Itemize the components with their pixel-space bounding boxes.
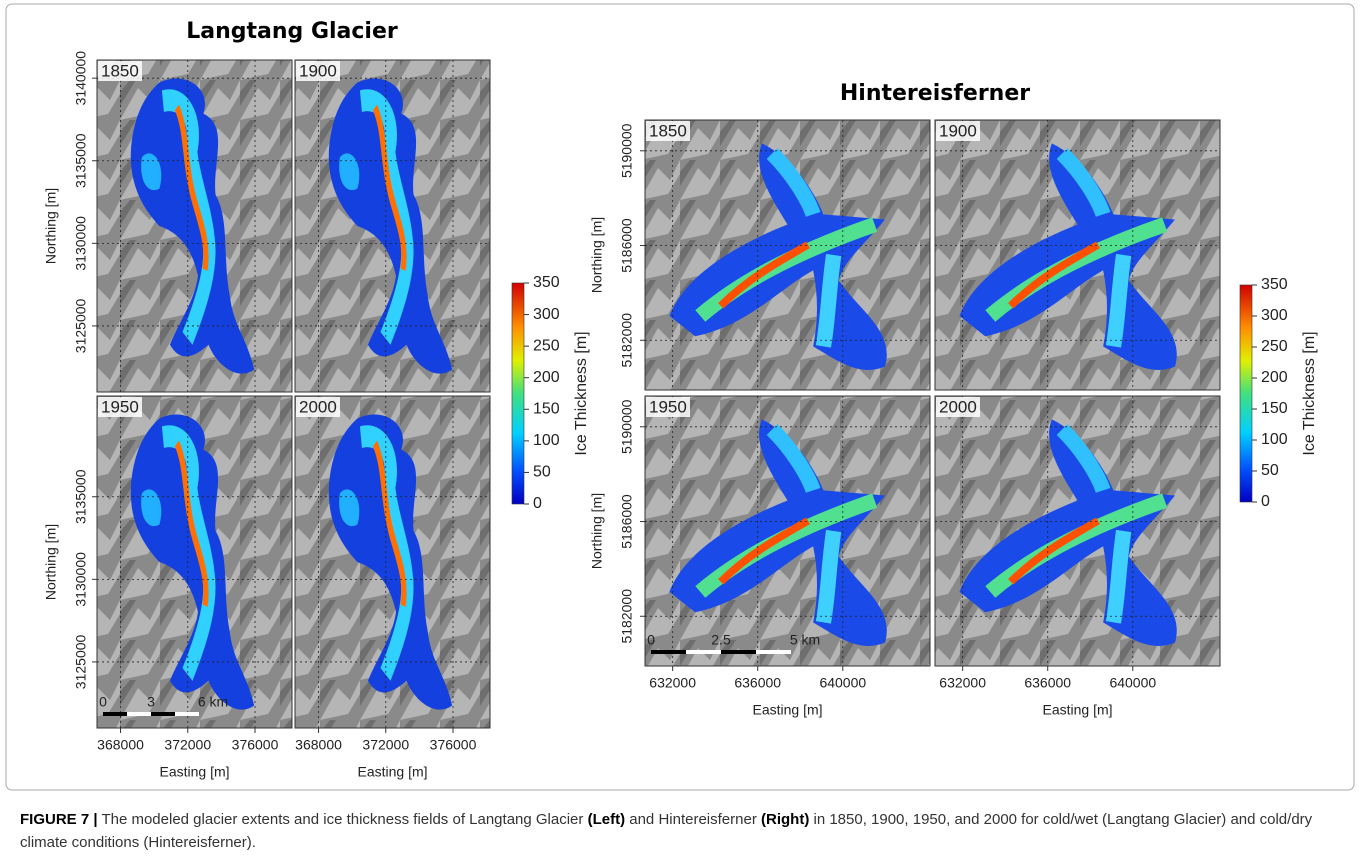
y-axis-label: Northing [m] (43, 188, 59, 264)
colorbar-label: Ice Thickness [m] (1301, 331, 1318, 455)
y-tick-label: 3125000 (73, 298, 89, 353)
x-tick-label: 376000 (232, 737, 279, 753)
scale-bar-segment (175, 712, 199, 716)
caption: FIGURE 7 | The modeled glacier extents a… (20, 808, 1340, 854)
scale-bar-label: 5 km (790, 632, 820, 648)
x-axis-label: Easting [m] (159, 764, 229, 780)
panel-year: 1900 (299, 61, 337, 80)
x-tick-label: 632000 (939, 675, 986, 691)
x-tick-label: 632000 (649, 675, 696, 691)
colorbar-tick-label: 50 (1261, 462, 1279, 479)
left-title: Langtang Glacier (186, 19, 398, 44)
panel-year: 1900 (939, 121, 977, 140)
colorbar-tick-label: 350 (1261, 276, 1288, 293)
y-tick-label: 5182000 (619, 589, 635, 644)
x-axis-label: Easting [m] (1042, 702, 1112, 718)
colorbar (512, 283, 524, 504)
x-tick-label: 640000 (1109, 675, 1156, 691)
colorbar-tick-label: 200 (533, 369, 560, 386)
y-tick-label: 3135000 (73, 133, 89, 188)
colorbar-tick-label: 300 (1261, 307, 1288, 324)
scale-bar-label: 3 (147, 694, 155, 710)
panel-year: 2000 (299, 397, 337, 416)
figure: Langtang Glacier Hintereisferner 3140000… (0, 0, 1360, 866)
y-axis-label: Northing [m] (589, 217, 605, 293)
x-tick-label: 636000 (1024, 675, 1071, 691)
y-tick-label: 5182000 (619, 313, 635, 368)
y-tick-label: 3130000 (73, 216, 89, 271)
colorbar-tick-label: 150 (533, 401, 560, 418)
scale-bar-label: 2.5 (711, 632, 731, 648)
colorbar-tick-label: 300 (533, 306, 560, 323)
y-axis-label: Northing [m] (43, 524, 59, 600)
x-tick-label: 640000 (819, 675, 866, 691)
caption-text: The modeled glacier extents and ice thic… (101, 811, 583, 828)
colorbar-tick-label: 350 (533, 274, 560, 291)
colorbar-tick-label: 250 (1261, 338, 1288, 355)
y-tick-label: 5186000 (619, 218, 635, 273)
scale-bar-label: 0 (647, 632, 655, 648)
y-tick-label: 3130000 (73, 552, 89, 607)
colorbar-tick-label: 100 (1261, 431, 1288, 448)
colorbar-tick-label: 0 (533, 495, 542, 512)
scale-bar-label: 6 km (198, 694, 228, 710)
y-tick-label: 5190000 (619, 399, 635, 454)
x-tick-label: 372000 (164, 737, 211, 753)
colorbar-tick-label: 50 (533, 464, 551, 481)
colorbar (1240, 285, 1252, 502)
panel-year: 1950 (649, 397, 687, 416)
scale-bar-label: 0 (99, 694, 107, 710)
caption-text: and Hintereisferner (629, 811, 757, 828)
x-tick-label: 376000 (430, 737, 477, 753)
colorbar-tick-label: 200 (1261, 369, 1288, 386)
panel-year: 2000 (939, 397, 977, 416)
caption-text: (Right) (761, 811, 809, 828)
right-title: Hintereisferner (840, 81, 1030, 106)
y-tick-label: 5190000 (619, 123, 635, 178)
colorbar-tick-label: 250 (533, 337, 560, 354)
x-axis-label: Easting [m] (752, 702, 822, 718)
colorbar-tick-label: 0 (1261, 493, 1270, 510)
panel-year: 1950 (101, 397, 139, 416)
colorbar-tick-label: 100 (533, 432, 560, 449)
x-tick-label: 372000 (362, 737, 409, 753)
y-axis-label: Northing [m] (589, 493, 605, 569)
colorbar-label: Ice Thickness [m] (573, 331, 590, 455)
y-tick-label: 5186000 (619, 494, 635, 549)
x-axis-label: Easting [m] (357, 764, 427, 780)
scale-bar-segment (756, 650, 791, 654)
scale-bar-segment (127, 712, 151, 716)
x-tick-label: 636000 (734, 675, 781, 691)
caption-text: (Left) (588, 811, 626, 828)
y-tick-label: 3125000 (73, 634, 89, 689)
caption-label: FIGURE 7 | (20, 811, 98, 828)
y-tick-label: 3140000 (73, 51, 89, 106)
panel-year: 1850 (101, 61, 139, 80)
y-tick-label: 3135000 (73, 469, 89, 524)
x-tick-label: 368000 (97, 737, 144, 753)
colorbar-tick-label: 150 (1261, 400, 1288, 417)
scale-bar-segment (686, 650, 721, 654)
page: Langtang Glacier Hintereisferner 3140000… (0, 0, 1360, 866)
panel-year: 1850 (649, 121, 687, 140)
x-tick-label: 368000 (295, 737, 342, 753)
